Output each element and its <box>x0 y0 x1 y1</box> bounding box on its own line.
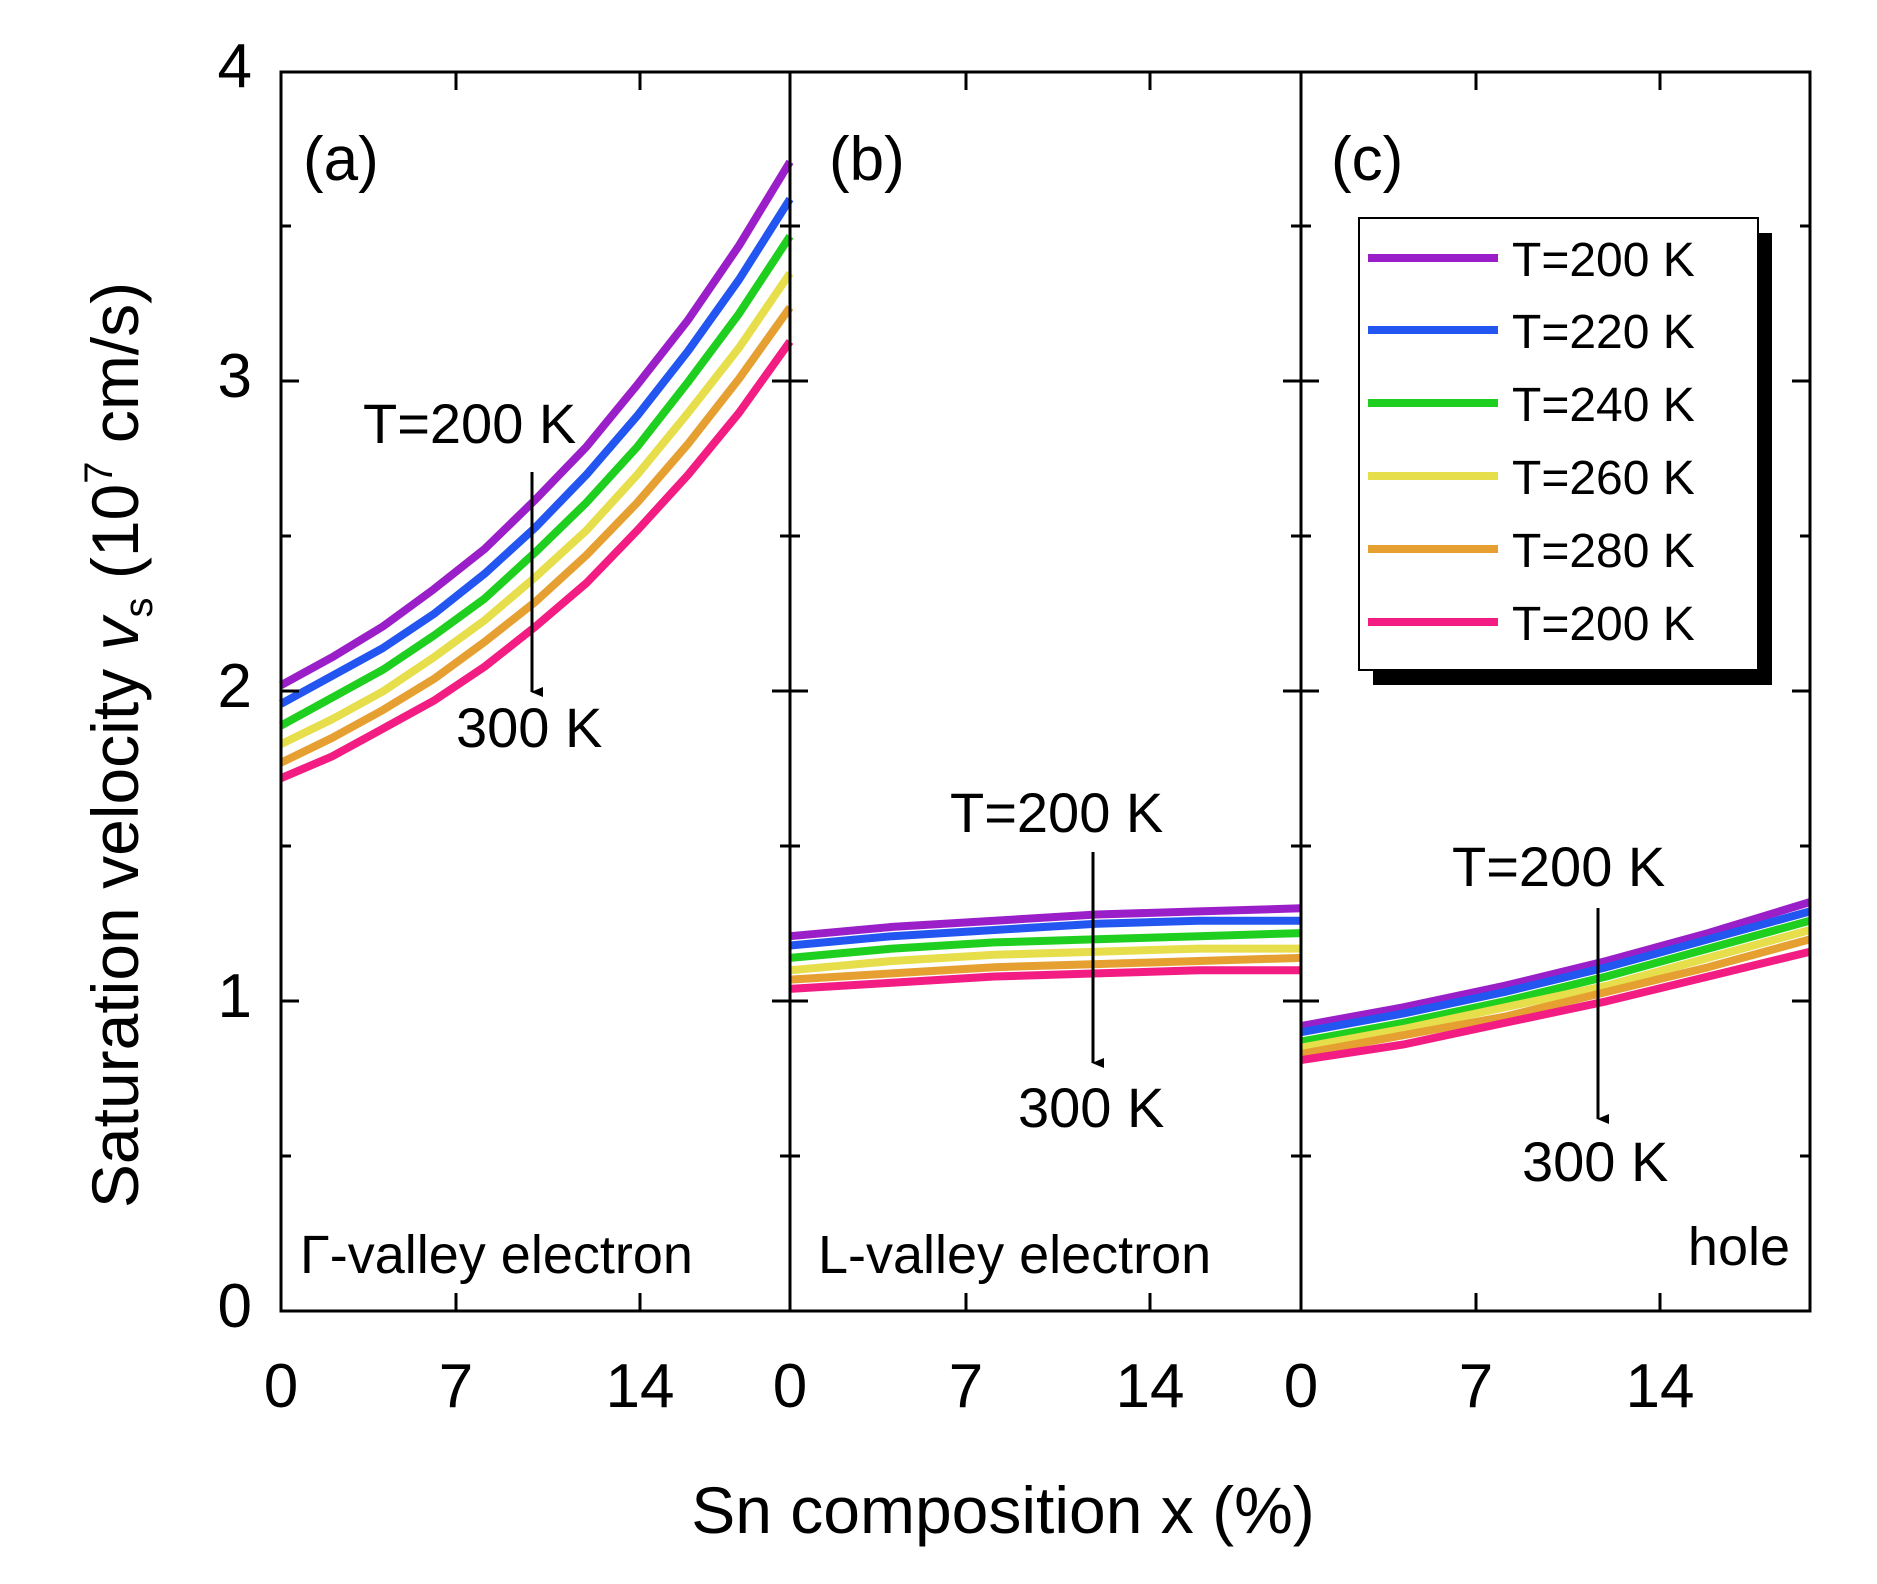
panel-c-curves <box>1300 898 1812 1065</box>
y-ticks-left <box>281 224 1319 1158</box>
y-tick-label: 3 <box>218 342 252 411</box>
x-tick-label: 14 <box>1116 1352 1185 1421</box>
panel-b-annot-bottom: 300 K <box>1018 1076 1164 1139</box>
legend: T=200 K T=220 K T=240 K T=260 K T=280 K … <box>1358 217 1772 685</box>
legend-entry: T=280 K <box>1368 525 1695 578</box>
y-tick-label: 1 <box>218 962 252 1031</box>
legend-entry: T=200 K <box>1368 234 1695 287</box>
y-ticks-right <box>772 224 1810 1158</box>
x-axis-title: Sn composition x (%) <box>691 1473 1315 1547</box>
curve-b-3 <box>789 944 1301 975</box>
curve-a-2 <box>279 234 794 730</box>
legend-entry: T=220 K <box>1368 306 1695 359</box>
curve-c-2 <box>1300 916 1812 1046</box>
panel-a-annot-top: T=200 K <box>363 392 576 455</box>
y-axis-title: Saturation velocity vs (107 cm/s) <box>77 282 161 1208</box>
legend-entry: T=260 K <box>1368 452 1695 505</box>
x-tick-label: 0 <box>1284 1352 1318 1421</box>
x-tick-label: 0 <box>264 1352 298 1421</box>
curve-b-5 <box>789 966 1301 993</box>
panel-a: (a) T=200 K 300 K Γ-valley electron 0 7 … <box>264 125 794 1421</box>
x-tick-label: 7 <box>1459 1352 1493 1421</box>
panel-a-x-ticks: 0 7 14 <box>264 1352 675 1421</box>
curve-a-1 <box>279 196 794 708</box>
x-tick-label: 0 <box>773 1352 807 1421</box>
curve-a-3 <box>279 271 794 748</box>
panel-a-tag: (a) <box>303 125 379 194</box>
curve-b-4 <box>789 953 1302 984</box>
y-tick-label: 0 <box>218 1272 252 1341</box>
y-tick-labels: 0 1 2 3 4 <box>218 32 252 1341</box>
panel-a-carrier-label: Γ-valley electron <box>300 1225 693 1285</box>
curve-a-4 <box>279 305 794 767</box>
panel-c-carrier-label: hole <box>1688 1217 1790 1277</box>
legend-label: T=260 K <box>1512 452 1695 505</box>
legend-entry: T=240 K <box>1368 379 1695 432</box>
panel-b-x-ticks: 0 7 14 <box>773 1352 1185 1421</box>
panel-b-tag: (b) <box>829 125 905 194</box>
x-tick-label: 7 <box>439 1352 473 1421</box>
panel-c-tag: (c) <box>1331 125 1403 194</box>
legend-label: T=200 K <box>1512 598 1695 651</box>
legend-box <box>1358 217 1759 671</box>
legend-label: T=200 K <box>1512 234 1695 287</box>
legend-label: T=220 K <box>1512 306 1695 359</box>
curve-c-4 <box>1300 935 1812 1058</box>
panel-b-curves <box>789 904 1302 993</box>
x-tick-label: 14 <box>606 1352 675 1421</box>
legend-entry: T=200 K <box>1368 598 1695 651</box>
curve-c-0 <box>1300 898 1812 1030</box>
panel-a-curves <box>279 159 794 782</box>
y-tick-label: 2 <box>218 652 252 721</box>
panel-a-annot-bottom: 300 K <box>456 696 602 759</box>
x-tick-label: 14 <box>1626 1352 1695 1421</box>
legend-label: T=280 K <box>1512 525 1695 578</box>
panel-b: (b) T=200 K 300 K L-valley electron 0 7 … <box>773 125 1302 1421</box>
panel-c: (c) T=200 K 300 K hole 0 7 14 T=200 K T=… <box>1284 125 1812 1421</box>
panel-c-annot-bottom: 300 K <box>1522 1130 1668 1193</box>
curve-c-3 <box>1300 926 1812 1052</box>
curve-b-1 <box>789 916 1301 950</box>
curve-c-1 <box>1300 907 1812 1037</box>
y-tick-label: 4 <box>218 32 252 101</box>
legend-label: T=240 K <box>1512 379 1695 432</box>
x-ticks <box>454 72 1662 1311</box>
panel-c-annot-top: T=200 K <box>1452 835 1665 898</box>
curve-a-5 <box>279 339 794 782</box>
x-tick-label: 7 <box>949 1352 983 1421</box>
curve-b-0 <box>789 904 1302 941</box>
curve-c-5 <box>1300 947 1811 1065</box>
panel-c-x-ticks: 0 7 14 <box>1284 1352 1695 1421</box>
tick-marks <box>281 72 1810 1311</box>
panel-b-annot-top: T=200 K <box>950 781 1163 844</box>
curve-a-0 <box>279 159 794 689</box>
panel-a-frame <box>279 70 792 1313</box>
panel-b-carrier-label: L-valley electron <box>818 1225 1211 1285</box>
curve-b-2 <box>789 929 1302 962</box>
